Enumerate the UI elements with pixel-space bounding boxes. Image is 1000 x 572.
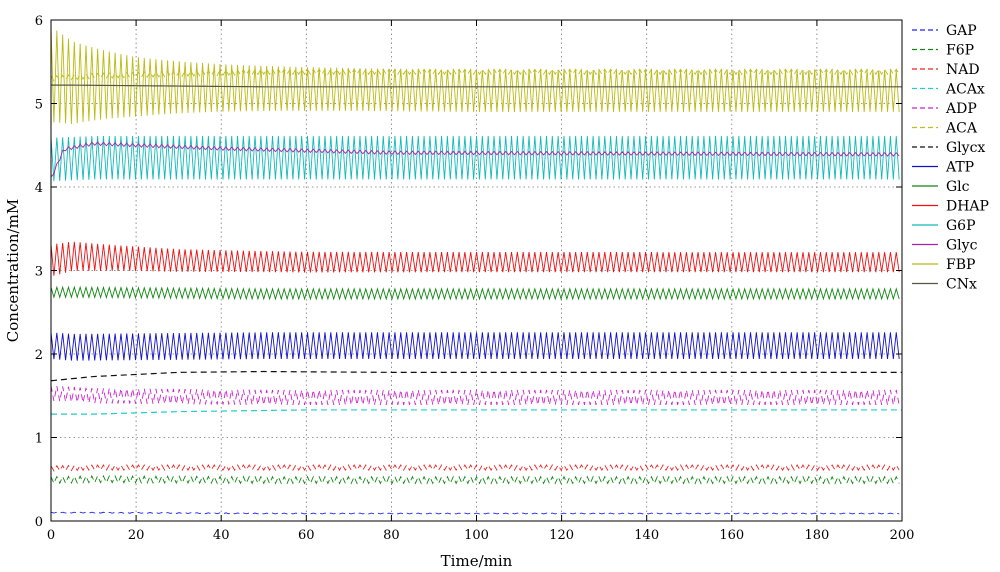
x-tick-label: 140: [634, 528, 659, 543]
series-line-g6p: [50, 136, 900, 182]
legend-label-glycx: Glycx: [946, 140, 985, 156]
legend-label-fbp: FBP: [946, 257, 975, 273]
grid: [51, 20, 902, 521]
series-line-glc: [50, 285, 900, 301]
legend-label-gap: GAP: [946, 23, 977, 39]
legend-label-glyc: Glyc: [946, 238, 978, 254]
y-tick-label: 3: [35, 265, 43, 280]
x-tick-label: 120: [549, 528, 574, 543]
y-tick-label: 1: [35, 432, 43, 447]
legend-label-glc: Glc: [946, 179, 970, 195]
legend-label-nad: NAD: [946, 62, 980, 78]
legend-label-atp: ATP: [945, 160, 974, 176]
x-tick-label: 20: [128, 528, 145, 543]
series-line-atp: [50, 332, 900, 361]
x-tick-label: 180: [804, 528, 829, 543]
legend-label-cnx: CNx: [946, 277, 977, 293]
axis-ticks: 0 20 40 60 80 100 120 140 160 180 200 0 1 2 3 4 5 6: [35, 14, 915, 543]
x-tick-label: 60: [298, 528, 315, 543]
x-tick-label: 160: [719, 528, 744, 543]
y-tick-label: 0: [35, 515, 43, 530]
series-line-nad: [50, 464, 900, 472]
legend: GAP F6P NAD ACAx ADP ACA Glycx ATP Glc DHAP G6P Gly…: [912, 23, 989, 293]
legend-label-dhap: DHAP: [946, 199, 989, 215]
x-tick-label: 200: [890, 528, 915, 543]
x-axis-label: Time/min: [441, 552, 513, 570]
y-axis-label: Concentration/mM: [4, 199, 22, 342]
series-line-fbp: [50, 26, 900, 124]
legend-label-acax: ACAx: [945, 82, 985, 98]
y-tick-label: 6: [35, 14, 43, 29]
x-tick-label: 100: [464, 528, 489, 543]
series-line-acax: [51, 409, 902, 415]
legend-label-adp: ADP: [945, 101, 977, 117]
y-tick-label: 2: [35, 348, 43, 363]
y-tick-label: 4: [35, 181, 43, 196]
series-line-gap: [50, 511, 900, 515]
series-line-f6p: [50, 474, 900, 485]
series-line-glycx: [50, 370, 902, 382]
legend-label-aca: ACA: [945, 121, 978, 137]
series-line-dhap: [50, 241, 900, 276]
plot-frame: [50, 19, 903, 522]
series-line-aca: [50, 68, 900, 82]
x-tick-label: 80: [383, 528, 400, 543]
series-line-glyc: [50, 141, 900, 178]
legend-label-f6p: F6P: [946, 43, 974, 59]
legend-label-g6p: G6P: [946, 218, 976, 234]
y-tick-label: 5: [35, 98, 43, 113]
plot-series: [50, 26, 902, 515]
x-tick-label: 40: [213, 528, 230, 543]
series-line-cnx: [51, 84, 902, 88]
series-line-adp: [50, 385, 900, 406]
x-tick-label: 0: [47, 528, 55, 543]
